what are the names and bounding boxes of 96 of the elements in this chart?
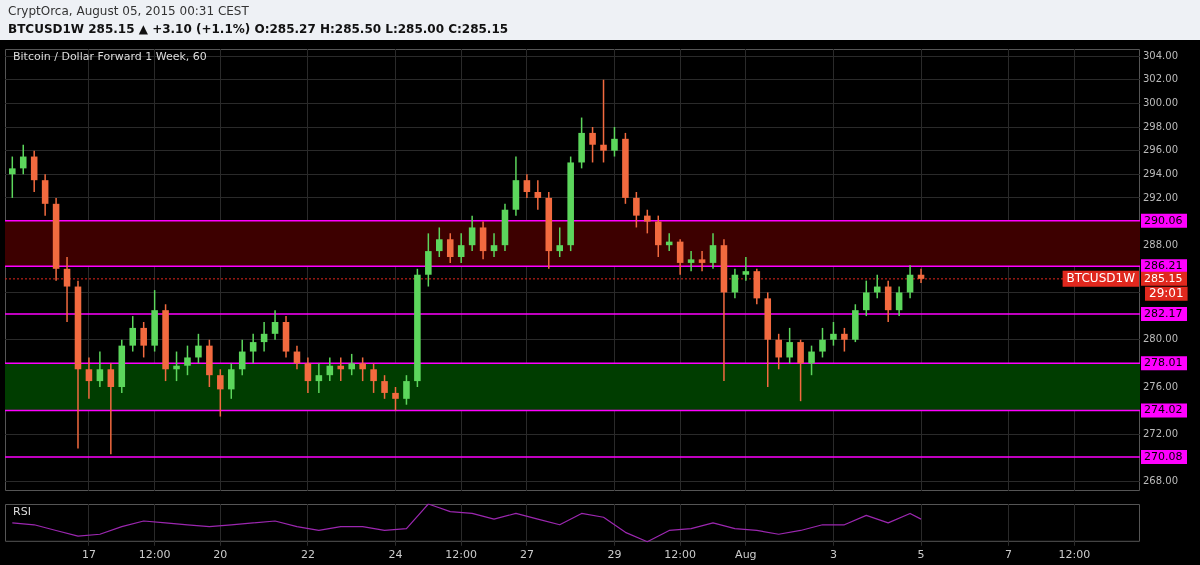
candlestick [217, 368, 224, 418]
candlestick [140, 321, 147, 359]
candlestick [304, 356, 312, 394]
candlestick [63, 256, 71, 323]
candlestick [633, 191, 640, 229]
y-tick-label: 272.00 [1143, 427, 1178, 439]
candlestick [96, 350, 104, 388]
ref-line-label: 290.06 [1144, 213, 1183, 227]
candlestick [808, 344, 815, 376]
candlestick [249, 333, 257, 365]
candlestick [863, 279, 870, 317]
candlestick [425, 232, 432, 288]
text: BTCUSD1W 285.15 ▲ +3.10 (+1.1%) O:285.27 H:285.50 L:285.00 C:285.15 [8, 21, 510, 38]
x-tick-label: 20 [213, 548, 228, 562]
candlestick [19, 143, 27, 176]
candlestick [315, 362, 323, 394]
x-tick-label: 7 [1005, 548, 1013, 562]
candlestick [184, 344, 191, 376]
candlestick [370, 362, 377, 394]
chart-title: Bitcoin / Dollar Forward 1 Week, 60 [13, 50, 207, 64]
candlestick [841, 327, 848, 353]
candlestick [238, 338, 246, 376]
x-tick-label: 5 [917, 548, 925, 562]
candlestick [611, 126, 618, 158]
candlestick [654, 214, 662, 258]
candlestick [381, 374, 388, 400]
x-tick-label: 12:00 [138, 548, 171, 562]
x-tick-label: 12:00 [1058, 548, 1091, 562]
candlestick [348, 353, 355, 376]
candlestick [775, 333, 782, 371]
candlestick [873, 273, 881, 300]
candlestick [271, 309, 279, 341]
candlestick [227, 362, 235, 400]
candlestick [534, 179, 542, 211]
candlestick [556, 226, 564, 258]
candlestick [173, 350, 180, 382]
x-tick-label: 24 [388, 548, 403, 562]
ref-line-label: 274.02 [1144, 403, 1183, 417]
candlestick [436, 226, 443, 258]
ref-line-label: 285.15 [1144, 271, 1183, 285]
candlestick [698, 250, 706, 272]
y-tick-label: 300.00 [1143, 96, 1178, 108]
candlestick [830, 321, 837, 347]
chart-title: RSI [13, 505, 31, 519]
candlestick [392, 386, 399, 412]
y-tick-label: 296.00 [1143, 144, 1178, 156]
candlestick [644, 208, 651, 235]
y-tick-label: 292.00 [1143, 191, 1178, 203]
annotation: BTCUSD1W [1066, 270, 1136, 285]
candlestick [41, 173, 49, 217]
x-tick-label: Aug [735, 548, 757, 562]
ref-line-label: 286.21 [1144, 259, 1183, 273]
y-tick-label: 304.00 [1143, 49, 1178, 61]
y-tick-label: 276.00 [1143, 380, 1178, 392]
candlestick [687, 250, 695, 272]
candlestick [895, 285, 903, 317]
candlestick [359, 356, 366, 382]
candlestick [85, 356, 93, 400]
candlestick [786, 327, 793, 365]
candlestick [403, 374, 410, 406]
text: CryptOrca, August 05, 2015 00:31 CEST [8, 3, 250, 20]
ref-line-label: 270.08 [1144, 449, 1183, 463]
y-tick-label: 294.00 [1143, 167, 1178, 179]
x-tick-label: 29 [607, 548, 622, 562]
candlestick [468, 214, 476, 252]
x-tick-label: 3 [829, 548, 837, 562]
candlestick [9, 155, 16, 199]
y-tick-label: 298.00 [1143, 120, 1178, 132]
y-tick-label: 288.00 [1143, 238, 1178, 250]
y-tick-label: 280.00 [1143, 333, 1178, 345]
candlestick [129, 315, 137, 353]
candlestick [676, 238, 684, 276]
candlestick [742, 256, 750, 282]
x-tick-label: 27 [519, 548, 534, 562]
candlestick [446, 232, 454, 264]
y-tick-label: 268.00 [1143, 475, 1178, 487]
candlestick [490, 232, 498, 258]
candlestick [819, 327, 826, 359]
text: 29:01 [1149, 285, 1184, 300]
x-tick-label: 12:00 [664, 548, 697, 562]
candlestick [107, 362, 115, 456]
x-tick-label: 17 [81, 548, 96, 562]
candlestick [709, 232, 717, 270]
candlestick [600, 78, 607, 164]
x-tick-label: 22 [300, 548, 315, 562]
candlestick [195, 333, 202, 365]
candlestick [589, 126, 596, 164]
candlestick [337, 356, 345, 382]
candlestick [457, 232, 465, 264]
x-tick-label: 12:00 [445, 548, 478, 562]
candlestick [479, 220, 487, 261]
candlestick [523, 173, 531, 199]
ref-line-label: 282.17 [1144, 306, 1183, 320]
ref-line-label: 278.01 [1144, 356, 1183, 370]
y-tick-label: 302.00 [1143, 73, 1178, 85]
candlestick [797, 338, 804, 402]
